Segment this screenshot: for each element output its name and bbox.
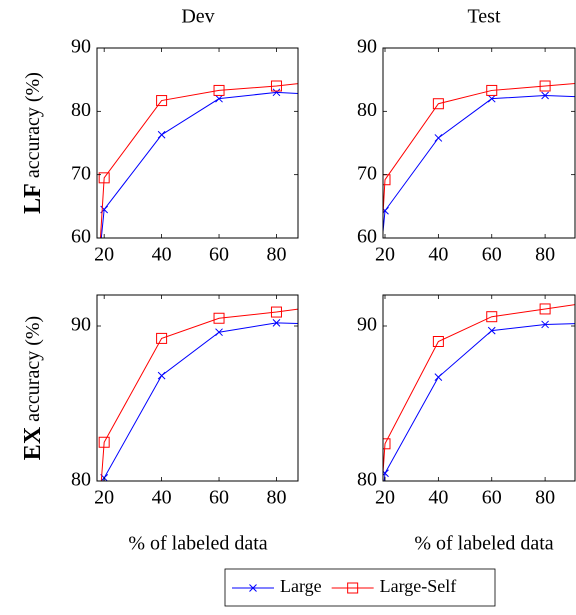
series-line — [383, 94, 575, 238]
x-tick-label: 60 — [482, 244, 502, 266]
marker — [539, 80, 551, 92]
axes-frame — [382, 294, 576, 482]
marker — [98, 436, 110, 448]
marker — [86, 349, 93, 356]
marker — [215, 328, 223, 337]
x-tick-label: 80 — [535, 487, 555, 509]
legend-label: Large — [280, 576, 322, 596]
marker — [432, 98, 444, 110]
axes-frame — [96, 294, 299, 482]
marker — [98, 172, 110, 184]
plot-area — [383, 303, 575, 481]
x-tick-label: 80 — [266, 487, 286, 509]
marker — [330, 92, 337, 99]
series-line — [383, 304, 575, 480]
y-tick-label: 80 — [357, 99, 377, 121]
marker — [487, 326, 496, 335]
x-axis-label: % of labeled data — [414, 533, 553, 555]
marker — [213, 84, 225, 96]
plot-area — [85, 75, 339, 414]
marker — [86, 602, 93, 609]
marker — [157, 130, 166, 139]
x-tick-label: 20 — [94, 487, 114, 509]
x-tick-label: 40 — [428, 487, 448, 509]
axes-frame — [382, 47, 576, 239]
plot-area — [86, 299, 339, 609]
marker — [157, 371, 166, 380]
y-tick-label: 80 — [71, 99, 91, 121]
marker — [270, 80, 282, 92]
marker — [85, 404, 95, 414]
marker — [368, 349, 375, 356]
y-axis-label-part: accuracy (%) — [22, 316, 44, 422]
marker — [541, 91, 549, 100]
x-tick-label: 40 — [152, 244, 172, 266]
axes-frame — [96, 47, 299, 239]
y-tick-label: 80 — [357, 469, 377, 491]
y-axis-label-part: accuracy (%) — [22, 72, 44, 178]
y-axis-label: LF accuracy (%) — [20, 72, 46, 214]
x-tick-label: 80 — [535, 244, 555, 266]
x-tick-label: 40 — [152, 487, 172, 509]
subplot-title: Dev — [181, 6, 214, 28]
marker — [329, 299, 339, 309]
marker — [541, 320, 549, 329]
marker — [486, 84, 498, 96]
y-tick-label: 80 — [71, 469, 91, 491]
marker — [213, 312, 225, 324]
y-tick-label: 90 — [357, 314, 377, 336]
marker — [272, 319, 281, 327]
subplot-title: Test — [467, 6, 500, 28]
y-tick-label: 70 — [71, 162, 91, 184]
marker — [272, 88, 281, 97]
series-line — [383, 323, 575, 481]
x-tick-label: 60 — [209, 244, 229, 266]
series-line — [383, 83, 575, 223]
plot-area — [367, 80, 575, 414]
x-tick-label: 60 — [482, 487, 502, 509]
series-line — [103, 322, 298, 481]
legend-label: Large-Self — [380, 576, 457, 596]
series-line — [100, 308, 298, 481]
x-tick-label: 20 — [375, 487, 395, 509]
x-tick-label: 20 — [94, 244, 114, 266]
y-tick-label: 70 — [357, 162, 377, 184]
marker — [434, 373, 443, 382]
x-tick-label: 60 — [209, 487, 229, 509]
y-tick-label: 60 — [71, 226, 91, 248]
marker — [329, 75, 339, 85]
legend-marker — [249, 584, 257, 592]
legend-marker — [347, 582, 359, 594]
y-axis-label: EX accuracy (%) — [20, 316, 46, 460]
marker — [434, 134, 443, 142]
y-tick-label: 60 — [357, 226, 377, 248]
y-axis-label-part: EX — [20, 426, 46, 460]
y-tick-label: 90 — [71, 314, 91, 336]
series-line — [100, 91, 298, 238]
x-axis-label: % of labeled data — [128, 533, 267, 555]
marker — [383, 469, 389, 478]
marker — [383, 438, 391, 450]
y-tick-label: 90 — [357, 36, 377, 58]
marker — [487, 94, 496, 103]
series-line — [99, 83, 298, 238]
marker — [156, 332, 168, 344]
marker — [486, 311, 498, 323]
marker — [539, 303, 551, 315]
marker — [215, 94, 223, 103]
x-tick-label: 40 — [428, 244, 448, 266]
marker — [367, 404, 377, 414]
legend: Large Large-Self — [232, 576, 456, 596]
marker — [330, 321, 337, 328]
x-tick-label: 20 — [375, 244, 395, 266]
y-axis-label-part: LF — [20, 183, 46, 214]
y-tick-label: 90 — [71, 36, 91, 58]
marker — [156, 95, 168, 107]
marker — [270, 306, 282, 318]
x-tick-label: 80 — [266, 244, 286, 266]
marker — [383, 206, 389, 215]
marker — [432, 336, 444, 347]
